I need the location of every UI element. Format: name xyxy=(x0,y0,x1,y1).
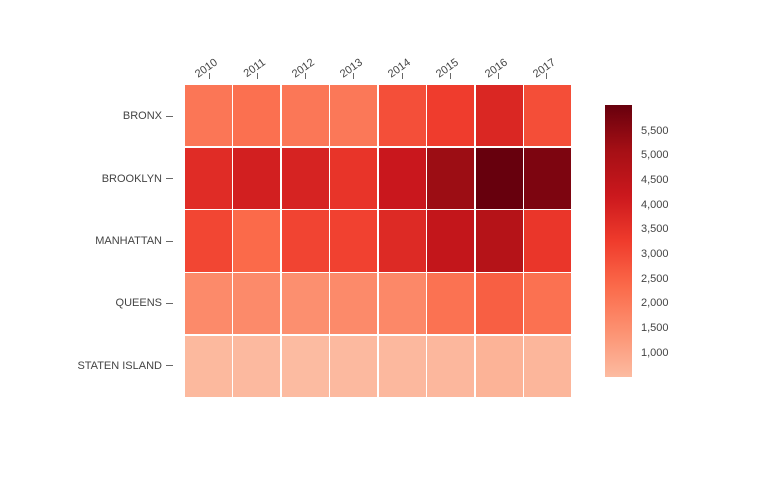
heatmap-cell[interactable] xyxy=(427,273,475,335)
heatmap-cell[interactable] xyxy=(233,273,281,335)
heatmap-cell[interactable] xyxy=(378,147,426,209)
y-tick-label: BROOKLYN xyxy=(101,172,162,185)
heatmap-cell[interactable] xyxy=(524,147,571,209)
heatmap-cell[interactable] xyxy=(330,335,378,397)
y-axis-tick xyxy=(166,302,173,304)
heatmap-cell[interactable] xyxy=(427,85,475,147)
heatmap-cell[interactable] xyxy=(524,273,571,335)
colorbar-tick-label: 4,000 xyxy=(641,198,669,211)
heatmap-cell[interactable] xyxy=(281,335,329,397)
heatmap-cell[interactable] xyxy=(427,210,475,272)
colorbar-tick-label: 5,000 xyxy=(641,149,669,162)
heatmap-cell[interactable] xyxy=(185,273,232,335)
heatmap-cell[interactable] xyxy=(185,210,232,272)
heatmap-cell[interactable] xyxy=(233,335,281,397)
heatmap-cell[interactable] xyxy=(281,85,329,147)
heatmap-cell[interactable] xyxy=(330,85,378,147)
heatmap-cell[interactable] xyxy=(233,147,281,209)
y-tick-label: STATEN ISLAND xyxy=(77,359,162,372)
x-axis-tick xyxy=(546,73,548,79)
heatmap-cell[interactable] xyxy=(524,210,571,272)
heatmap-cell[interactable] xyxy=(378,273,426,335)
x-axis-tick xyxy=(305,73,307,79)
heatmap-cell[interactable] xyxy=(475,85,523,147)
heatmap-cell[interactable] xyxy=(427,335,475,397)
y-tick-label: QUEENS xyxy=(115,297,162,310)
heatmap-cell[interactable] xyxy=(475,147,523,209)
y-tick-label: BRONX xyxy=(122,110,162,123)
heatmap-cell[interactable] xyxy=(233,85,281,147)
colorbar-tick-label: 2,000 xyxy=(641,297,669,310)
heatmap-cell[interactable] xyxy=(378,335,426,397)
y-axis-tick xyxy=(166,115,173,117)
colorbar-gradient xyxy=(605,105,632,377)
heatmap-cell[interactable] xyxy=(378,85,426,147)
y-axis-tick xyxy=(166,178,173,180)
colorbar-tick-label: 3,500 xyxy=(641,223,669,236)
y-axis-tick xyxy=(166,240,173,242)
x-axis-tick xyxy=(256,73,258,79)
colorbar-tick-label: 1,500 xyxy=(641,322,669,335)
heatmap-cell[interactable] xyxy=(281,147,329,209)
heatmap-cell[interactable] xyxy=(475,210,523,272)
heatmap-cell[interactable] xyxy=(475,335,523,397)
heatmap-cell[interactable] xyxy=(281,273,329,335)
heatmap-cell[interactable] xyxy=(330,147,378,209)
heatmap-cell[interactable] xyxy=(185,147,232,209)
colorbar-tick-label: 5,500 xyxy=(641,124,669,137)
heatmap-cell[interactable] xyxy=(233,210,281,272)
heatmap-cell[interactable] xyxy=(185,335,232,397)
x-axis-tick xyxy=(401,73,403,79)
heatmap-cell[interactable] xyxy=(475,273,523,335)
heatmap-cell[interactable] xyxy=(524,85,571,147)
heatmap-cell[interactable] xyxy=(378,210,426,272)
x-axis-tick xyxy=(208,73,210,79)
heatmap-cell[interactable] xyxy=(281,210,329,272)
y-axis-tick xyxy=(166,365,173,367)
heatmap-cell[interactable] xyxy=(330,210,378,272)
heatmap-plot-area[interactable] xyxy=(185,85,571,397)
x-axis-tick xyxy=(498,73,500,79)
x-axis-tick xyxy=(353,73,355,79)
heatmap-cell[interactable] xyxy=(330,273,378,335)
heatmap-cell[interactable] xyxy=(427,147,475,209)
colorbar-tick-label: 4,500 xyxy=(641,174,669,187)
colorbar-tick-label: 1,000 xyxy=(641,346,669,359)
colorbar-tick-label: 2,500 xyxy=(641,272,669,285)
heatmap-cell[interactable] xyxy=(524,335,571,397)
y-tick-label: MANHATTAN xyxy=(95,235,162,247)
heatmap-cell[interactable] xyxy=(185,85,232,147)
colorbar-tick-label: 3,000 xyxy=(641,248,669,261)
x-axis-tick xyxy=(449,73,451,79)
